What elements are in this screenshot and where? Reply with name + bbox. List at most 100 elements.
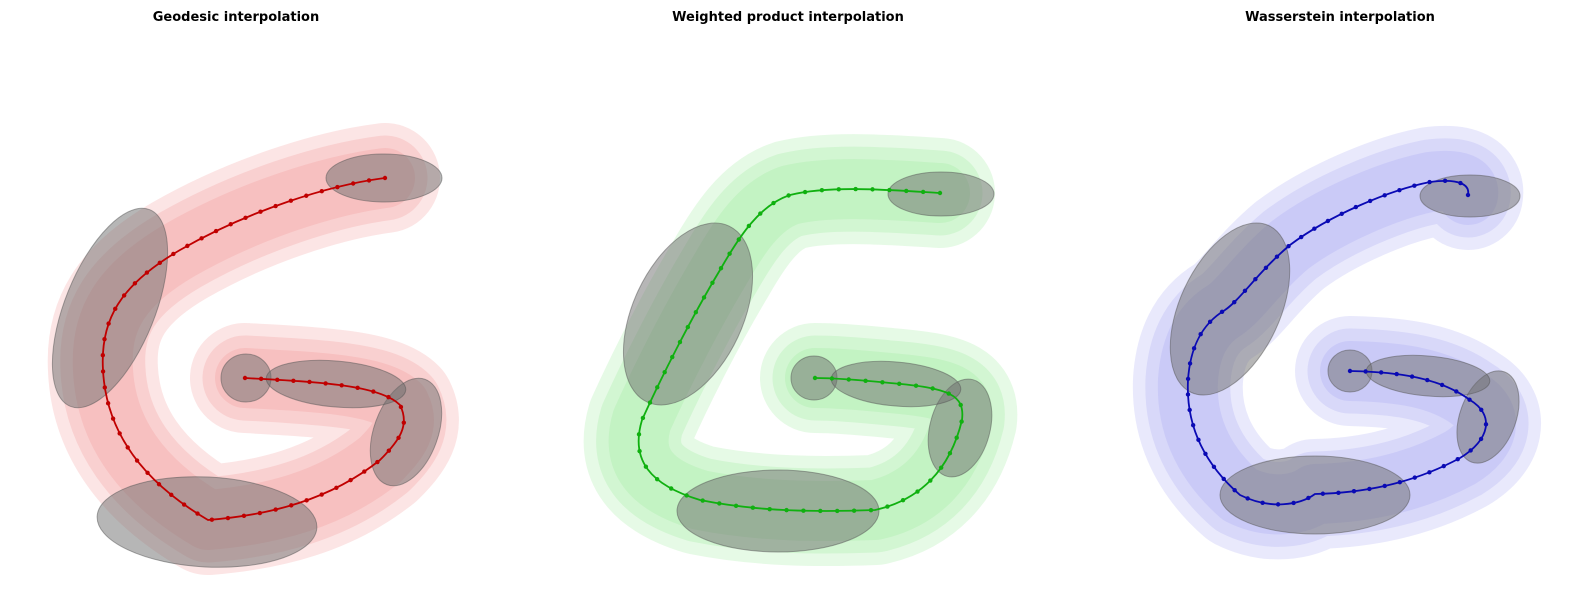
trajectory-point bbox=[1219, 309, 1225, 315]
trajectory-point bbox=[662, 369, 667, 375]
trajectory-point bbox=[1425, 377, 1430, 383]
trajectory-point bbox=[835, 508, 840, 514]
trajectory-point bbox=[920, 189, 926, 195]
trajectory-point bbox=[930, 386, 935, 391]
trajectory-point bbox=[1190, 422, 1196, 428]
trajectory-point bbox=[1339, 211, 1344, 216]
trajectory-point bbox=[100, 353, 106, 358]
trajectory-point bbox=[102, 385, 107, 390]
trajectory-point bbox=[771, 200, 776, 206]
trajectory-point bbox=[110, 416, 116, 421]
trajectory-point bbox=[727, 251, 732, 256]
trajectory-point bbox=[304, 498, 309, 503]
trajectory-point bbox=[938, 465, 944, 470]
trajectory-point bbox=[885, 504, 890, 509]
trajectory-point bbox=[1211, 464, 1217, 470]
trajectory-point bbox=[1465, 192, 1471, 198]
gaussian bbox=[96, 476, 318, 568]
trajectory-point bbox=[904, 188, 909, 194]
trajectory-point bbox=[1221, 476, 1226, 482]
trajectory-point bbox=[334, 485, 339, 490]
trajectory-point bbox=[1441, 463, 1446, 469]
trajectory-point bbox=[1439, 382, 1445, 388]
trajectory-point bbox=[1336, 490, 1341, 496]
gaussian bbox=[1419, 174, 1521, 218]
trajectory-point bbox=[275, 377, 280, 382]
trajectory-point bbox=[887, 187, 892, 193]
trajectory-point bbox=[1479, 407, 1484, 412]
trajectory-point bbox=[228, 222, 233, 227]
trajectory-point bbox=[209, 517, 215, 522]
trajectory-point bbox=[1260, 500, 1265, 505]
gaussian bbox=[1456, 370, 1520, 464]
trajectory-point bbox=[1397, 187, 1402, 193]
trajectory-point bbox=[100, 369, 106, 374]
trajectory-point bbox=[339, 383, 344, 388]
trajectory-point bbox=[880, 380, 885, 385]
trajectory-point bbox=[959, 419, 964, 424]
trajectory-point bbox=[818, 508, 823, 514]
trajectory-point bbox=[319, 492, 324, 497]
trajectory-point bbox=[171, 251, 176, 257]
trajectory-point bbox=[1203, 451, 1208, 456]
trajectory-point bbox=[1312, 226, 1317, 231]
trajectory-point bbox=[289, 503, 294, 508]
trajectory-point bbox=[636, 432, 642, 437]
trajectory-point bbox=[1275, 502, 1281, 507]
trajectory-point bbox=[677, 339, 683, 345]
trajectory-point bbox=[1412, 183, 1417, 188]
trajectory-point bbox=[386, 448, 392, 453]
trajectory-point bbox=[105, 401, 111, 406]
trajectory-point bbox=[801, 508, 806, 513]
trajectory-point bbox=[870, 187, 875, 192]
gaussian bbox=[51, 207, 169, 409]
trajectory-point bbox=[1378, 370, 1384, 375]
trajectory-point bbox=[784, 507, 789, 513]
trajectory-point bbox=[786, 193, 791, 198]
trajectory-point bbox=[1382, 193, 1387, 198]
trajectory-point bbox=[181, 502, 187, 507]
gaussian bbox=[1169, 222, 1291, 396]
trajectory-point bbox=[1232, 487, 1237, 493]
trajectory-point bbox=[199, 236, 204, 241]
trajectory-point bbox=[1427, 470, 1432, 475]
trajectory-point bbox=[396, 435, 401, 441]
trajectory-point bbox=[1325, 218, 1331, 224]
trajectory-point bbox=[1185, 376, 1191, 382]
trajectory-point bbox=[958, 402, 963, 408]
trajectory-point bbox=[1353, 204, 1359, 210]
trajectory-point bbox=[291, 378, 296, 383]
trajectory-point bbox=[213, 228, 219, 234]
trajectory-point bbox=[1412, 475, 1417, 480]
trajectory-point bbox=[401, 420, 407, 425]
trajectory-point bbox=[335, 184, 340, 190]
trajectory-point bbox=[1455, 457, 1460, 462]
trajectory-point bbox=[185, 243, 190, 249]
trajectory-point bbox=[366, 178, 372, 183]
trajectory-point bbox=[243, 215, 248, 221]
trajectory-point bbox=[1367, 198, 1373, 204]
trajectory-point bbox=[913, 383, 919, 388]
trajectory-point bbox=[700, 498, 705, 503]
trajectory-point bbox=[323, 381, 328, 386]
trajectory-point bbox=[637, 448, 642, 454]
trajectory-point bbox=[812, 375, 818, 381]
trajectory-point bbox=[863, 378, 868, 383]
trajectory-point bbox=[868, 507, 874, 513]
trajectory-point bbox=[1347, 368, 1353, 374]
trajectory-point bbox=[288, 198, 294, 203]
trajectory-point bbox=[1232, 299, 1237, 305]
trajectory-point bbox=[382, 175, 388, 181]
trajectory-point bbox=[1442, 178, 1448, 184]
trajectory-point bbox=[915, 489, 920, 494]
trajectory-point bbox=[718, 266, 724, 271]
trajectory-point bbox=[647, 400, 653, 405]
trajectory-point bbox=[733, 503, 739, 509]
trajectory-point bbox=[836, 187, 841, 192]
trajectory-point bbox=[132, 281, 138, 286]
trajectory-point bbox=[1291, 500, 1296, 506]
trajectory-point bbox=[350, 181, 356, 186]
trajectory-point bbox=[134, 458, 140, 463]
panel-title: Weighted product interpolation bbox=[672, 10, 904, 25]
trajectory-point bbox=[1242, 288, 1248, 294]
